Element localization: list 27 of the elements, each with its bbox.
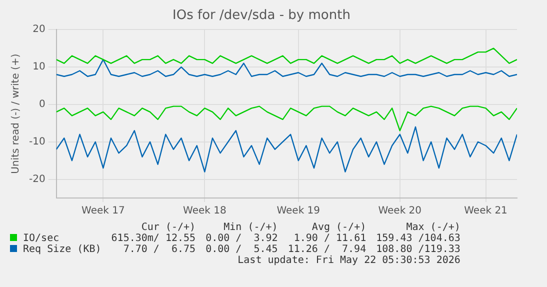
x-tick-label: Week 20 [378,206,422,217]
text: Min (-/+) [222,222,278,233]
y-tick-label: -20 [28,174,46,185]
x-tick-label: Week 18 [183,206,226,217]
x-tick-label: Week 17 [82,206,125,217]
text: 7.70 / 6.75 [122,244,196,255]
y-tick-label: 20 [32,24,46,36]
x-tick-label: Week 21 [464,206,508,217]
text: 615.30m/ 12.55 [110,233,196,244]
y-tick-label: 0 [38,99,46,110]
text: 159.43 /104.63 [375,233,460,244]
text: 0.00 / 5.45 [204,244,278,255]
text: Avg (-/+) [310,222,366,233]
chart-title: IOs for /dev/sda - by month [172,8,350,24]
text: 0.00 / 3.92 [204,233,278,244]
text: Last update: Fri May 22 05:30:53 2026 [236,255,460,266]
y-tick-label: -10 [28,136,46,148]
text: 1.90 / 11.61 [292,233,366,244]
legend-label: IO/sec [23,233,60,244]
y-tick-label: 10 [32,62,46,73]
x-tick-label: Week 19 [276,206,320,217]
y-axis-title: Units read (-) / write (+) [10,54,22,174]
text: Max (-/+) [405,222,460,233]
text: 11.26 / 7.94 [286,244,366,255]
text: Cur (-/+) [140,222,196,233]
text: 108.80 /119.33 [375,244,460,255]
legend-label: Req Size (KB) [23,244,102,255]
